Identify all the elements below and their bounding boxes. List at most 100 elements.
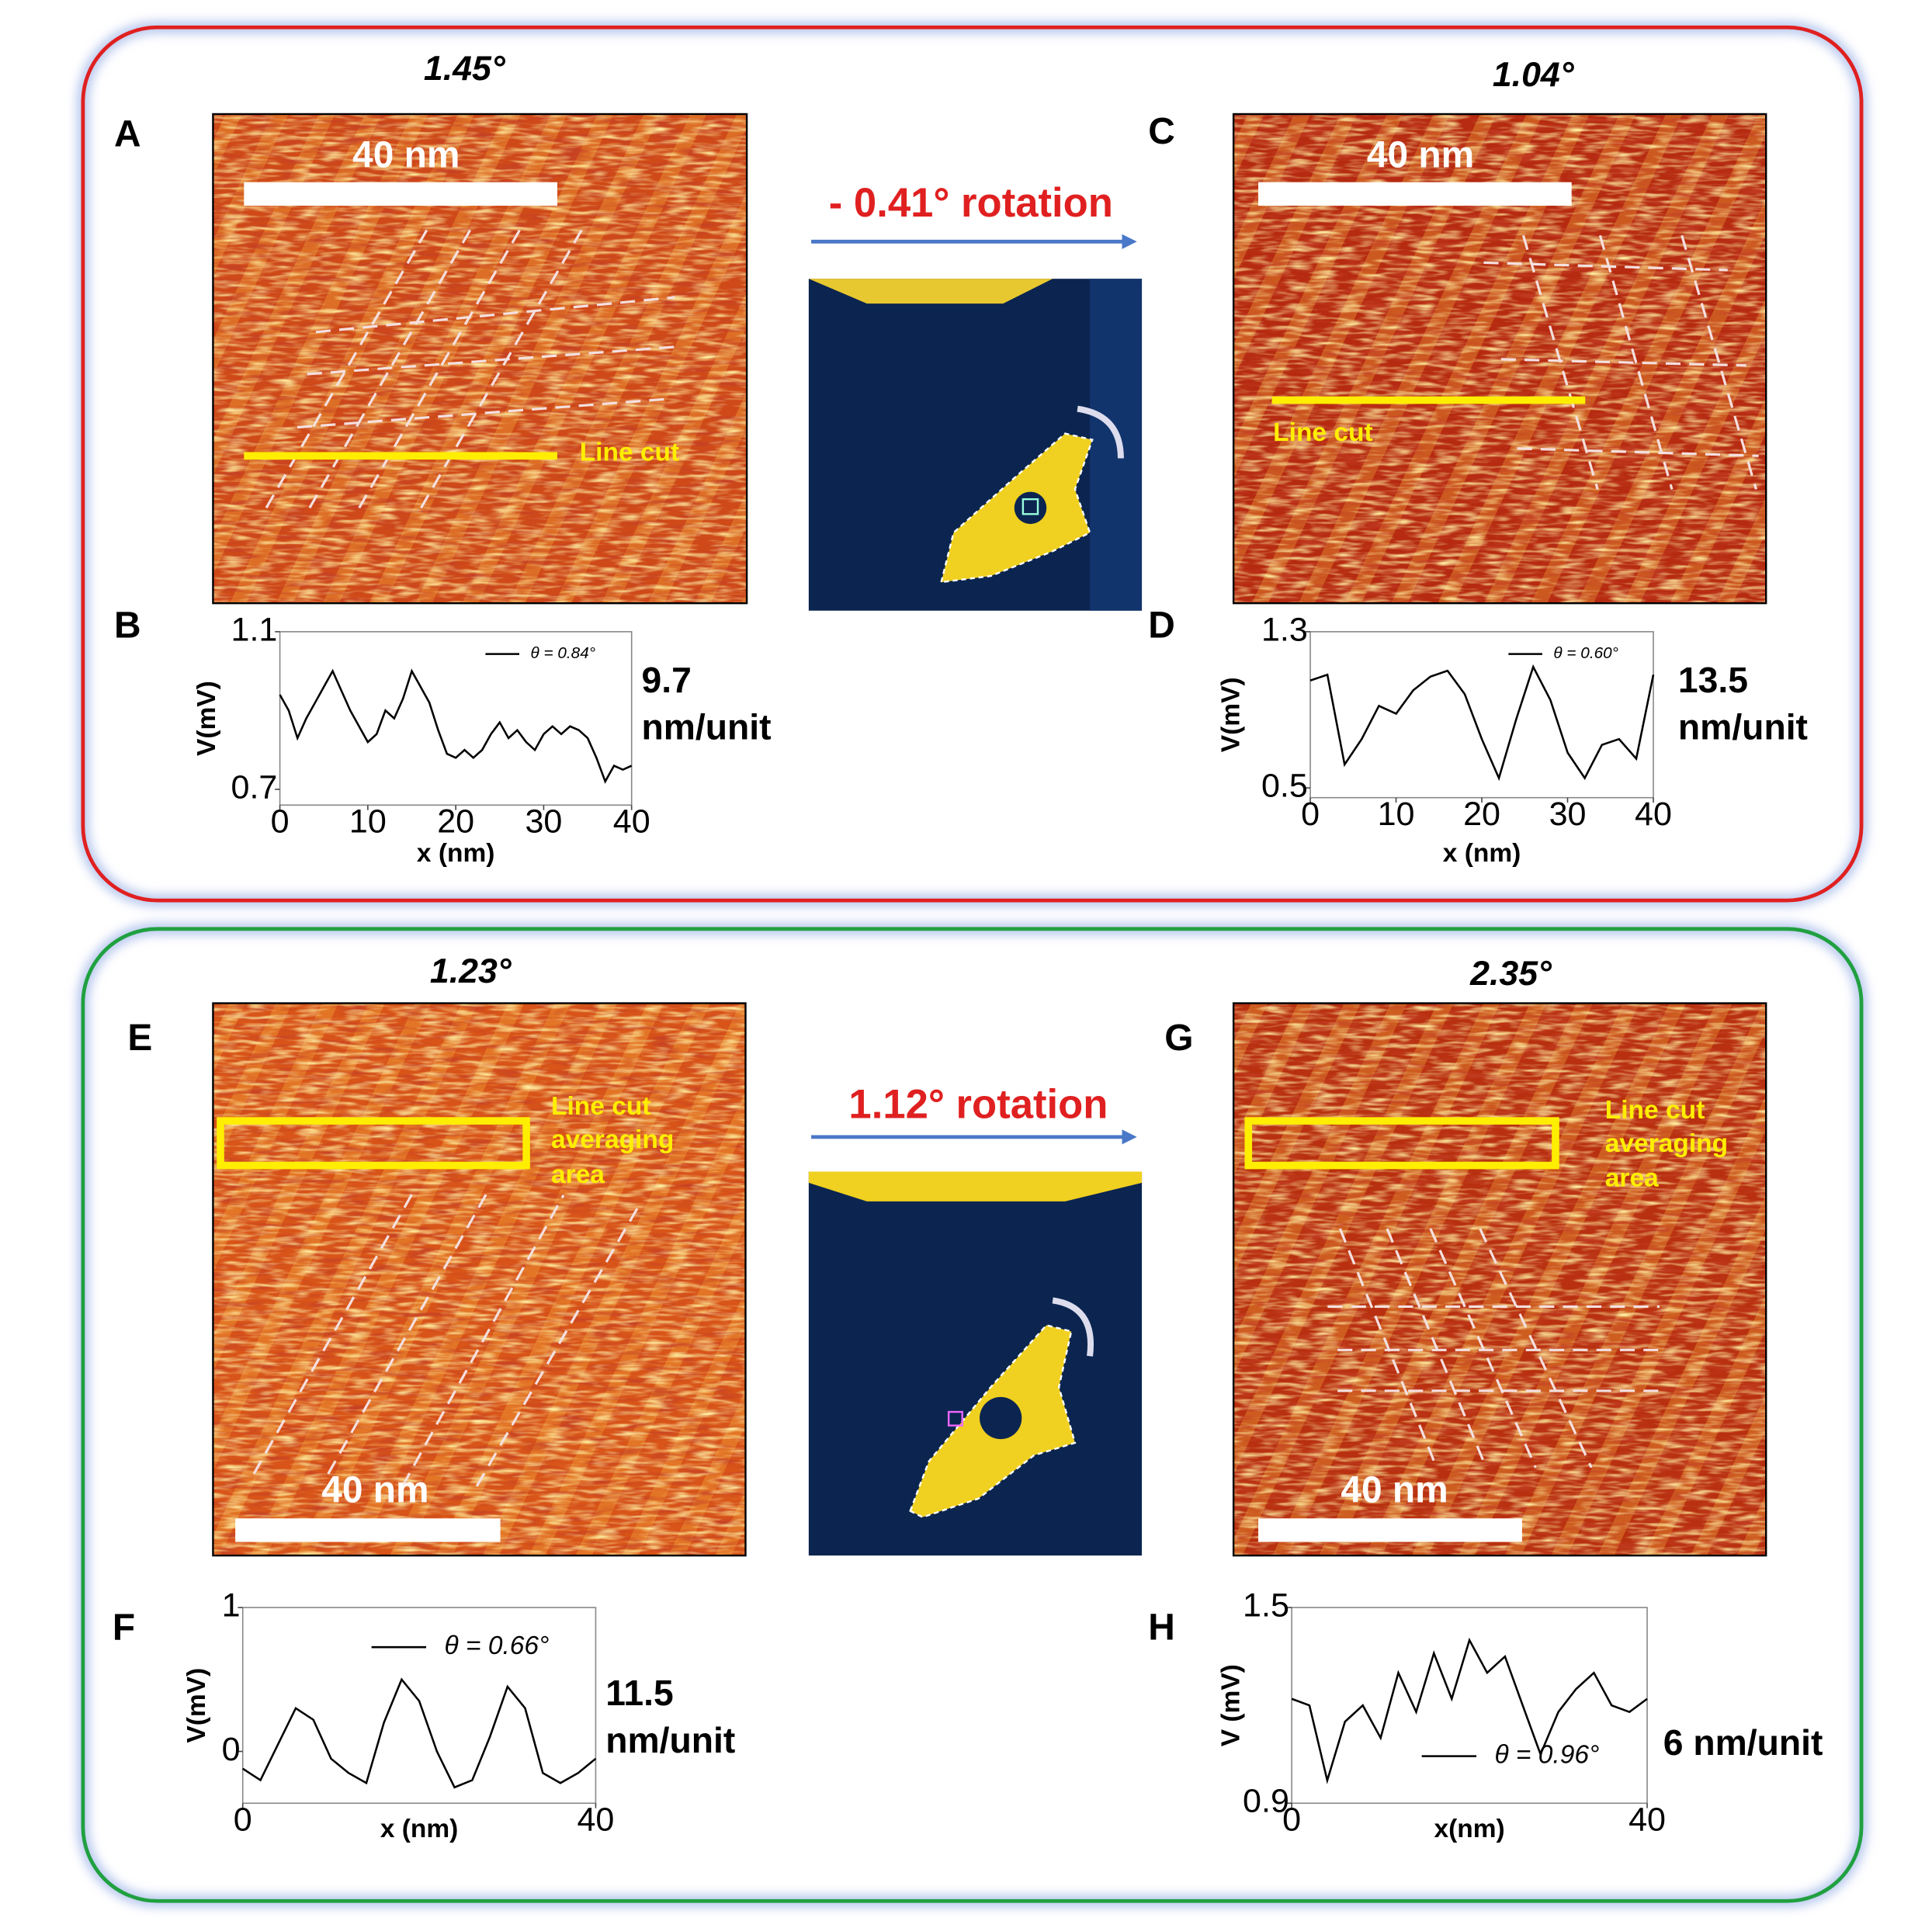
averaging-area [1244,1117,1559,1170]
stm-border [1232,1002,1767,1557]
stm-noise [1233,1003,1767,1556]
scale-bar-label: 40 nm [1341,1469,1448,1510]
panel-letter: F [113,1607,135,1649]
period-label: 11.5 nm/unit [605,1674,736,1761]
scale-bar [1258,1518,1522,1542]
flake-image-bottom [808,1171,1143,1556]
scale-bar-label: 40 nm [321,1469,428,1510]
moire-guide [1429,1228,1537,1468]
moire-guide [1500,358,1746,367]
moire-guide [1517,447,1759,457]
line-cut-label-box: Line cut [1273,418,1373,448]
legend-label: θ = 0.66° [444,1631,549,1660]
twist-angle: 1.04° [1493,56,1575,94]
moire-guide [327,1188,491,1475]
x-tick-label: 40 [577,1801,614,1839]
moire-guide [1521,234,1599,490]
period-label-box: 6 nm/unit [1663,1724,1823,1764]
y-axis-label: V(mV) [193,681,221,756]
line-cut-label-box: Line cut [579,438,680,467]
plot-frame [279,631,633,806]
rotation-arrowhead [1122,1129,1137,1145]
moire-guide [1338,1228,1438,1468]
twist-angle: 1.45° [424,50,506,88]
x-axis-label: x (nm) [380,1815,459,1843]
stm-noise [213,1003,746,1556]
plot-frame [241,1607,597,1805]
x-tick-label: 0 [1282,1801,1301,1839]
scale-bar-label: 40 nm [1367,134,1474,175]
legend-label: θ = 0.96° [1494,1740,1599,1769]
x-tick-label: 20 [437,803,474,841]
line-cut-label: Line cut averaging area [551,1092,675,1189]
twist-angle: 1.23° [430,952,512,990]
stm-border [212,113,748,605]
scale-bar [244,182,557,206]
line-cut-label-box: Line cut averaging area [551,1092,675,1189]
x-tick-label: 40 [1628,1801,1666,1839]
y-tick-label: 1.1 [231,611,278,648]
line-cut-label-box: Line cut averaging area [1605,1096,1728,1192]
x-axis-label: x(nm) [1434,1815,1504,1843]
legend-label: θ = 0.84° [531,644,596,662]
moire-guide [1681,234,1757,490]
panel-letter: A [114,113,141,154]
y-tick-label: 0.5 [1261,767,1308,804]
x-tick-label: 30 [525,803,562,841]
rotation-label: 1.12° rotation [848,1081,1108,1127]
stm-border [1232,113,1767,605]
moire-guide [1386,1228,1488,1468]
rotation-label: - 0.41° rotation [829,180,1113,226]
y-tick-label: 1 [222,1587,241,1625]
moire-guide [265,228,428,509]
moire-guide [1483,261,1728,272]
moire-guide [401,1195,565,1487]
x-tick-label: 10 [349,803,387,841]
panel-letter: E [127,1018,152,1059]
y-tick-label: 1.5 [1243,1587,1289,1625]
moire-guide [358,228,522,509]
data-line [279,668,633,784]
moire-guide [475,1207,640,1487]
moire-guide [307,345,675,376]
x-tick-label: 40 [1635,796,1672,833]
period-label-box: 9.7 nm/unit [641,661,771,747]
moire-guide [420,228,584,509]
panel-letter: G [1164,1018,1193,1059]
period-label: 6 nm/unit [1663,1724,1823,1764]
y-tick-label: 0.9 [1243,1783,1289,1820]
y-axis-label: V(mV) [182,1668,211,1743]
plot-frame [1309,631,1654,799]
x-tick-label: 0 [271,803,290,841]
scale-bar [1258,182,1572,206]
period-label-box: 13.5 nm/unit [1677,661,1808,748]
y-tick-label: 0 [222,1731,241,1768]
period-label: 13.5 nm/unit [1677,661,1808,748]
legend-label: θ = 0.60° [1553,644,1618,662]
moire-guide [1598,234,1674,490]
twist-angle: 2.35° [1469,955,1552,993]
moire-guide [315,296,675,334]
plot-frame [1291,1607,1648,1805]
x-axis-label: x (nm) [417,839,495,868]
rotation-arrowhead [1122,234,1137,249]
panel-letter: D [1148,605,1175,647]
x-tick-label: 40 [613,803,650,841]
scale-bar-label: 40 nm [352,134,460,175]
flake-image-top [808,279,1143,611]
x-tick-label: 0 [1301,796,1320,833]
x-axis-label: x (nm) [1443,839,1521,868]
line-cut-label: Line cut [579,438,680,467]
line-cut-label: Line cut [1273,418,1373,448]
moire-guide [1479,1228,1593,1468]
panel-letter: H [1148,1607,1175,1649]
x-tick-label: 0 [234,1801,252,1839]
panel-letter: B [114,605,141,647]
panel-letter: C [1148,111,1175,152]
y-tick-label: 0.7 [231,768,278,806]
scale-bar [235,1518,501,1542]
moire-guide [297,397,669,429]
x-tick-label: 20 [1463,796,1500,833]
